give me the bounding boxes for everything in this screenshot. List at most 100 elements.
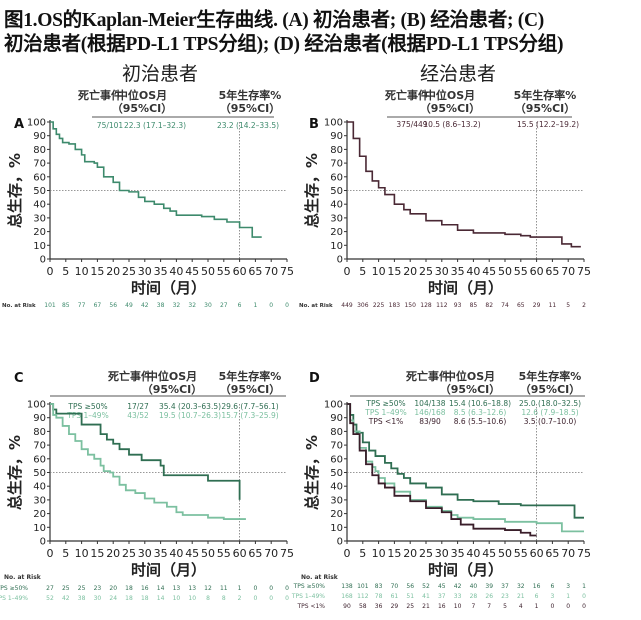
risk-count: 8 [222, 595, 226, 602]
y-axis-label: 总生存，% [303, 435, 321, 510]
x-axis-label: 时间（月） [131, 561, 206, 579]
y-tick-label: 40 [330, 200, 343, 211]
y-tick-label: 30 [330, 495, 343, 506]
x-tick-label: 35 [451, 265, 465, 278]
y-tick-label: 90 [330, 413, 343, 424]
y-tick-label: 30 [330, 213, 343, 224]
y-tick-label: 0 [337, 255, 343, 266]
y-tick-label: 90 [33, 413, 46, 424]
risk-count: 3 [566, 583, 570, 590]
x-tick-label: 60 [233, 547, 247, 560]
y-axis-label: 总生存，% [303, 153, 321, 228]
header-5yr-ci: （95%CI） [520, 383, 581, 396]
risk-count: 18 [141, 595, 149, 602]
risk-row-label: TPS 1–49% [0, 595, 28, 602]
header-5yr-rate: 5年生存率% [219, 369, 282, 383]
y-axis-label: 总生存，% [6, 153, 24, 228]
risk-count: 112 [436, 302, 448, 309]
risk-row-label: TPS 1–49% [291, 593, 325, 600]
stats-row-label: TPS 1–49% [66, 411, 108, 420]
figure-title-line-1: 图1.OS的Kaplan-Meier生存曲线. (A) 初治患者; (B) 经治… [4, 10, 544, 31]
y-tick-label: 20 [33, 227, 46, 238]
risk-count: 128 [420, 302, 432, 309]
survival-curve-tps-50- [50, 403, 241, 500]
x-tick-label: 75 [577, 265, 591, 278]
risk-count: 29 [391, 603, 399, 610]
stats-five-year: 12.6 (7.9–18.5) [521, 408, 578, 417]
panel-a: A初治患者死亡事件中位OS月（95%CI）5年生存率%（95%CI）75/101… [2, 63, 294, 309]
risk-count: 42 [62, 595, 70, 602]
header-median-os: 中位OS月 [147, 369, 197, 383]
risk-count: 4 [519, 603, 523, 610]
header-median-os: 中位OS月 [117, 88, 167, 102]
risk-count: 25 [406, 603, 414, 610]
survival-curve-tps-50- [347, 403, 584, 519]
risk-count: 0 [269, 595, 273, 602]
y-tick-label: 50 [33, 186, 46, 197]
x-tick-label: 30 [435, 265, 449, 278]
x-tick-label: 5 [62, 265, 69, 278]
x-tick-label: 15 [387, 547, 401, 560]
y-tick-label: 40 [33, 482, 46, 493]
x-tick-label: 50 [201, 547, 215, 560]
risk-count: 6 [550, 583, 554, 590]
risk-count: 0 [582, 603, 586, 610]
x-tick-label: 50 [201, 265, 215, 278]
x-tick-label: 45 [185, 265, 199, 278]
risk-count: 0 [253, 585, 257, 592]
risk-count: 77 [78, 302, 86, 309]
y-tick-label: 60 [33, 454, 46, 465]
x-tick-label: 55 [217, 265, 231, 278]
header-median-ci: （95%CI） [440, 383, 501, 396]
survival-curve-all [50, 121, 262, 238]
panel-b: B经治患者死亡事件中位OS月（95%CI）5年生存率%（95%CI）375/44… [299, 63, 591, 309]
x-tick-label: 0 [344, 265, 351, 278]
risk-count: 21 [422, 603, 430, 610]
x-tick-label: 0 [47, 265, 54, 278]
x-axis-label: 时间（月） [428, 561, 503, 579]
risk-count: 61 [391, 593, 399, 600]
stats-median-os: 8.6 (5.5–10.6) [454, 417, 507, 426]
x-tick-label: 10 [75, 547, 89, 560]
risk-count: 13 [173, 585, 181, 592]
y-tick-label: 30 [33, 495, 46, 506]
y-tick-label: 70 [330, 441, 343, 452]
x-tick-label: 70 [561, 547, 575, 560]
stats-events: 83/90 [419, 417, 441, 426]
risk-count: 56 [406, 583, 414, 590]
risk-count: 3 [550, 593, 554, 600]
header-median-ci: （95%CI） [142, 383, 203, 396]
risk-count: 23 [501, 593, 509, 600]
y-tick-label: 50 [330, 468, 343, 479]
risk-count: 14 [157, 585, 165, 592]
risk-count: 12 [204, 585, 212, 592]
risk-count: 0 [285, 595, 289, 602]
risk-count: 21 [517, 593, 525, 600]
group-title: 经治患者 [420, 63, 496, 85]
risk-count: 93 [454, 302, 462, 309]
risk-count: 2 [238, 595, 242, 602]
risk-count: 42 [141, 302, 149, 309]
stats-row-label: TPS ≥50% [365, 399, 405, 408]
stats-events: 75/101 [97, 121, 124, 130]
x-tick-label: 15 [90, 265, 104, 278]
y-tick-label: 70 [330, 159, 343, 170]
risk-count: 70 [391, 583, 399, 590]
survival-curve-all [347, 121, 581, 248]
x-tick-label: 25 [419, 547, 433, 560]
stats-five-year: 25.0 (18.0–32.5) [519, 399, 581, 408]
risk-count: 82 [485, 302, 493, 309]
x-axis-label: 时间（月） [131, 279, 206, 297]
stats-events: 104/138 [414, 399, 445, 408]
risk-count: 449 [341, 302, 353, 309]
x-tick-label: 75 [280, 547, 294, 560]
x-tick-label: 75 [280, 265, 294, 278]
y-tick-label: 40 [330, 482, 343, 493]
risk-count: 90 [343, 603, 351, 610]
header-5yr-rate: 5年生存率% [514, 88, 577, 102]
risk-count: 168 [341, 593, 353, 600]
risk-count: 0 [269, 302, 273, 309]
x-tick-label: 55 [217, 547, 231, 560]
x-axis-label: 时间（月） [428, 279, 503, 297]
header-median-os: 中位OS月 [445, 369, 495, 383]
